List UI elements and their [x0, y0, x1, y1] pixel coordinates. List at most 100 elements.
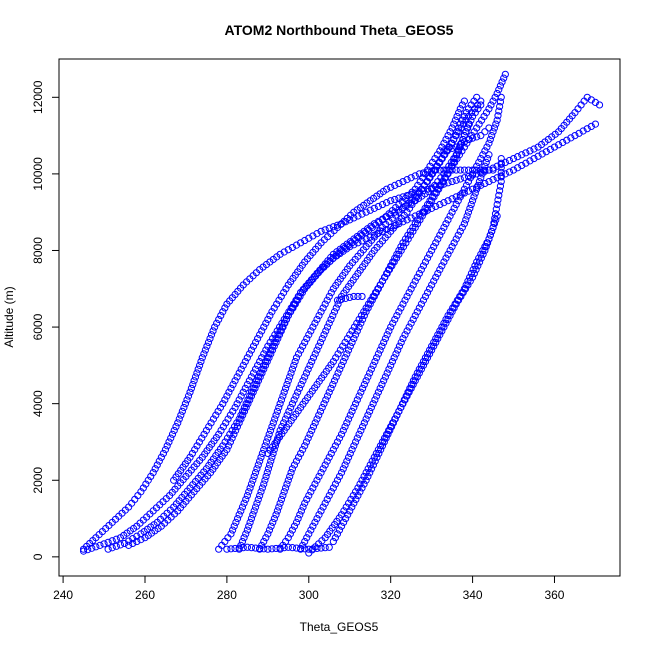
- data-point: [411, 220, 419, 228]
- data-point: [353, 434, 361, 442]
- data-point: [237, 365, 245, 373]
- data-point: [155, 457, 163, 465]
- data-point: [494, 112, 502, 120]
- data-point: [245, 522, 253, 530]
- data-point: [367, 465, 376, 473]
- data-point: [357, 388, 365, 396]
- data-point: [458, 101, 466, 109]
- data-point: [434, 334, 442, 343]
- data-point: [414, 216, 422, 224]
- data-point: [444, 170, 452, 178]
- data-point: [279, 392, 287, 400]
- data-point: [269, 419, 277, 427]
- data-point: [108, 537, 116, 545]
- data-point: [233, 400, 241, 408]
- data-point: [387, 183, 395, 191]
- data-point: [456, 227, 464, 235]
- data-point: [495, 107, 503, 115]
- data-point: [190, 377, 198, 385]
- data-point: [462, 109, 471, 117]
- data-point: [181, 400, 190, 408]
- data-point: [137, 488, 145, 496]
- data-point: [318, 403, 326, 412]
- data-point: [247, 544, 256, 552]
- data-point: [505, 168, 514, 176]
- data-point: [477, 181, 485, 189]
- data-point: [442, 319, 450, 327]
- data-point: [294, 388, 302, 396]
- data-point: [369, 461, 377, 469]
- data-point: [251, 544, 260, 552]
- data-point: [497, 159, 505, 167]
- data-point: [360, 472, 368, 481]
- data-point: [290, 396, 298, 404]
- data-point: [518, 161, 526, 170]
- data-point: [330, 308, 339, 316]
- data-point: [350, 323, 359, 331]
- data-point: [232, 518, 240, 526]
- data-point: [444, 166, 452, 174]
- data-point: [284, 246, 292, 254]
- data-point: [495, 191, 503, 199]
- data-point: [402, 239, 410, 247]
- data-point: [133, 537, 141, 546]
- data-point: [251, 503, 260, 511]
- data-point: [129, 539, 137, 548]
- data-point: [358, 210, 366, 218]
- data-point: [518, 151, 526, 159]
- data-point: [376, 281, 384, 289]
- data-point: [496, 82, 505, 90]
- data-point: [309, 323, 317, 331]
- data-point: [456, 175, 464, 183]
- data-point: [473, 170, 481, 178]
- data-point: [374, 446, 383, 454]
- data-point: [404, 231, 412, 239]
- data-point: [231, 377, 239, 385]
- data-point: [468, 166, 477, 174]
- data-point: [112, 535, 120, 543]
- data-point: [351, 400, 360, 408]
- data-point: [238, 537, 247, 546]
- data-point: [219, 400, 227, 408]
- data-point: [417, 365, 425, 373]
- data-point: [170, 426, 178, 435]
- data-point: [316, 407, 325, 415]
- data-point: [299, 377, 307, 385]
- data-point: [315, 311, 323, 320]
- data-point: [344, 453, 353, 461]
- data-point: [265, 461, 274, 469]
- data-point: [139, 484, 147, 492]
- data-point: [450, 204, 458, 212]
- data-point: [371, 357, 379, 366]
- data-point: [260, 480, 268, 488]
- data-point: [159, 449, 168, 458]
- data-point: [509, 166, 518, 174]
- data-point: [413, 308, 421, 316]
- data-point: [382, 225, 391, 234]
- data-point: [264, 315, 272, 324]
- data-point: [353, 396, 361, 404]
- data-point: [288, 526, 297, 534]
- data-point: [321, 499, 329, 507]
- data-point: [183, 396, 191, 404]
- data-point: [364, 411, 372, 419]
- data-point: [490, 124, 499, 132]
- data-point: [378, 380, 386, 389]
- data-point: [362, 377, 370, 385]
- data-point: [272, 511, 280, 519]
- data-point: [471, 189, 479, 197]
- data-point: [350, 442, 358, 450]
- data-point: [337, 522, 346, 530]
- data-point: [492, 205, 500, 213]
- data-point: [401, 331, 409, 339]
- data-point: [362, 476, 370, 484]
- y-tick-label: 10000: [31, 157, 45, 191]
- data-point: [302, 369, 311, 377]
- data-point: [267, 522, 275, 530]
- data-point: [460, 166, 468, 174]
- data-point: [292, 457, 301, 465]
- data-point: [187, 384, 196, 392]
- data-point: [477, 101, 485, 109]
- data-point: [306, 361, 314, 369]
- data-point: [240, 499, 248, 507]
